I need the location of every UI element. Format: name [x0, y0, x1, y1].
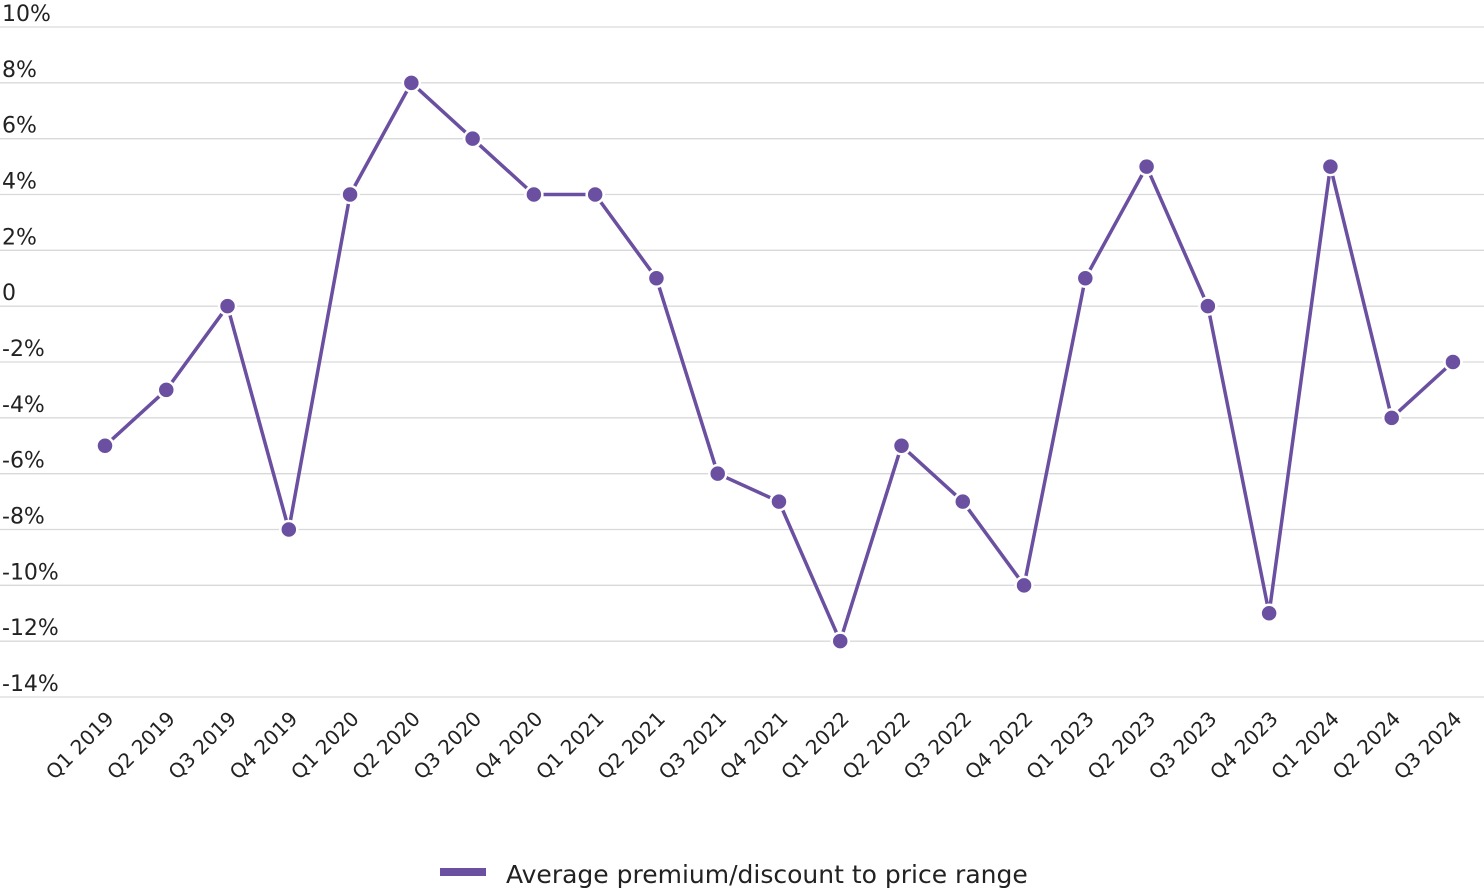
- y-tick-label: 0: [2, 281, 16, 306]
- data-point: [462, 128, 483, 149]
- legend-label: Average premium/discount to price range: [506, 860, 1028, 889]
- data-point: [891, 436, 912, 456]
- data-point: [1381, 408, 1402, 428]
- data-point: [1443, 352, 1463, 372]
- data-point: [1320, 156, 1341, 177]
- y-tick-label: -2%: [2, 337, 45, 362]
- x-tick-label: Q3 2024: [1389, 707, 1467, 785]
- data-point: [953, 491, 973, 512]
- legend-swatch: [440, 868, 486, 876]
- data-point: [1075, 268, 1096, 288]
- legend: Average premium/discount to price range: [440, 860, 1028, 889]
- data-point: [217, 296, 238, 316]
- data-point: [830, 631, 850, 651]
- y-tick-label: 4%: [2, 170, 37, 195]
- y-tick-label: 6%: [2, 114, 37, 139]
- data-point: [524, 184, 544, 205]
- y-tick-label: 2%: [2, 225, 37, 250]
- y-tick-label: -14%: [2, 672, 59, 697]
- grid-lines: [0, 26, 1484, 698]
- y-axis-labels: 10% 8% 6% 4% 2% 0 -2% -4% -6% -8% -10% -12% -14%: [2, 2, 59, 697]
- data-point: [1198, 296, 1218, 316]
- data-point: [156, 380, 177, 400]
- series-average-premium: [95, 73, 1463, 651]
- y-tick-label: 8%: [2, 58, 37, 83]
- data-point: [95, 436, 115, 456]
- y-tick-label: -6%: [2, 449, 45, 474]
- data-point: [585, 184, 605, 205]
- data-point: [340, 184, 360, 205]
- data-point: [279, 519, 299, 540]
- data-point: [1259, 603, 1279, 623]
- y-tick-label: -8%: [2, 505, 45, 530]
- data-point: [769, 491, 789, 512]
- data-point: [646, 268, 667, 288]
- y-tick-label: 10%: [2, 2, 51, 27]
- y-tick-label: -4%: [2, 393, 45, 418]
- data-point: [1136, 156, 1157, 177]
- data-point: [401, 73, 422, 93]
- data-point: [1014, 575, 1034, 596]
- data-point: [707, 463, 728, 484]
- y-tick-label: -10%: [2, 560, 59, 585]
- y-tick-label: -12%: [2, 616, 59, 641]
